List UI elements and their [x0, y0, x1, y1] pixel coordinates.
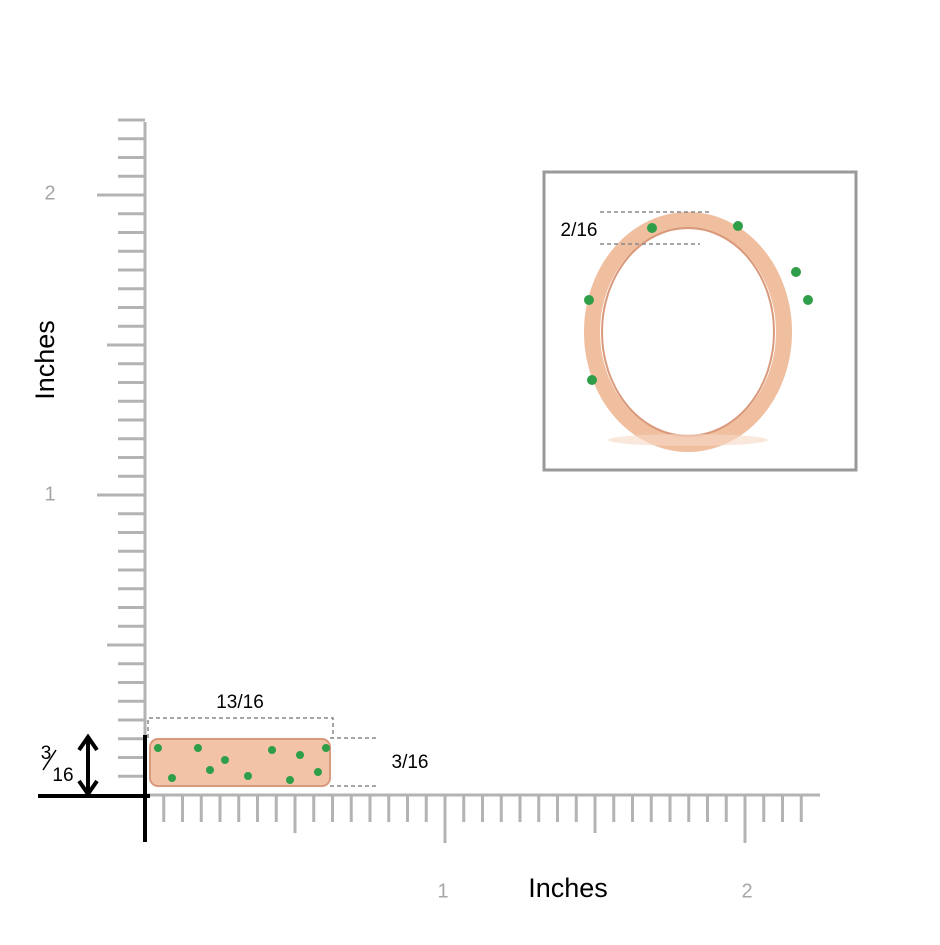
inset-height-label: 2/16 [561, 220, 598, 241]
stone [322, 744, 330, 752]
width-label: 13/16 [216, 692, 264, 713]
side-height-numerator: 3 [41, 743, 52, 764]
x-axis-label: Inches [528, 873, 608, 903]
ruler [97, 118, 803, 843]
x-tick-label: 2 [741, 880, 752, 902]
stone [168, 774, 176, 782]
y-tick-label: 1 [44, 483, 55, 505]
stone [194, 744, 202, 752]
y-tick-label: 2 [44, 182, 55, 204]
inset [542, 170, 858, 472]
height-arrow [77, 733, 99, 798]
stone [268, 746, 276, 754]
side-height-denominator: 16 [52, 765, 73, 786]
ring-side-view [149, 738, 331, 787]
x-tick-label: 1 [437, 880, 448, 902]
height-dimension [330, 737, 376, 787]
width-dimension [147, 717, 334, 738]
stone [314, 768, 322, 776]
y-axis-label: Inches [30, 320, 60, 400]
inset-dimension [600, 211, 712, 245]
stone [286, 776, 294, 784]
stone [296, 751, 304, 759]
fraction-slash [42, 749, 57, 771]
stone [221, 756, 229, 764]
stone [244, 772, 252, 780]
stone [154, 744, 162, 752]
stone [206, 766, 214, 774]
height-label: 3/16 [392, 752, 429, 773]
